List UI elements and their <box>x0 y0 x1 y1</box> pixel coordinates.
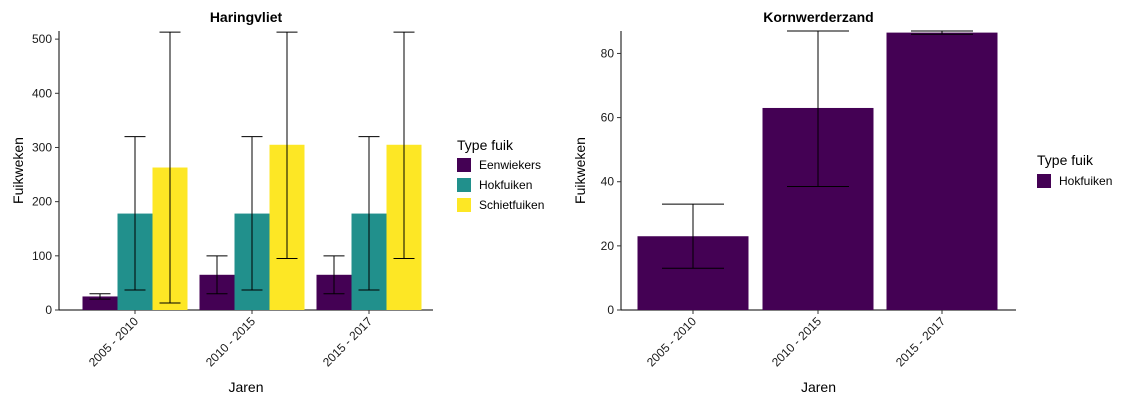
chart-title-0: Haringvliet <box>210 9 283 25</box>
y-axis-title-0: Fuikweken <box>10 137 26 204</box>
y-tick-label: 500 <box>32 32 52 46</box>
y-tick-label: 80 <box>601 46 615 60</box>
y-axis-title-1: Fuikweken <box>572 137 588 204</box>
y-tick-label: 400 <box>32 86 52 100</box>
legend-swatch-hokfuiken <box>457 178 471 192</box>
legend-label-hokfuiken: Hokfuiken <box>479 178 532 192</box>
legend-label-eenwiekers: Eenwiekers <box>479 158 541 172</box>
x-tick-label: 2015 - 2017 <box>320 314 375 369</box>
y-tick-label: 300 <box>32 140 52 154</box>
bar-eenwiekers-0 <box>82 296 118 310</box>
y-tick-label: 100 <box>32 249 52 263</box>
x-tick-label: 2015 - 2017 <box>893 314 948 369</box>
chart-title-1: Kornwerderzand <box>763 9 873 25</box>
y-tick-label: 20 <box>601 239 615 253</box>
x-tick-label: 2010 - 2015 <box>769 314 824 369</box>
bar-hokfuiken-2 <box>886 32 998 310</box>
y-tick-label: 200 <box>32 195 52 209</box>
x-axis-title-1: Jaren <box>801 379 836 395</box>
y-tick-label: 0 <box>607 303 614 317</box>
legend-swatch-schietfuiken <box>457 198 471 212</box>
y-tick-label: 60 <box>601 111 615 125</box>
legend-label-hokfuiken: Hokfuiken <box>1059 174 1112 188</box>
y-tick-label: 0 <box>45 303 52 317</box>
y-tick-label: 40 <box>601 175 615 189</box>
legend-title-0: Type fuik <box>457 137 514 153</box>
x-tick-label: 2005 - 2010 <box>644 314 699 369</box>
legend-swatch-eenwiekers <box>457 158 471 172</box>
legend-title-1: Type fuik <box>1037 152 1094 168</box>
x-axis-title-0: Jaren <box>228 379 263 395</box>
legend-label-schietfuiken: Schietfuiken <box>479 198 544 212</box>
x-tick-label: 2005 - 2010 <box>86 314 141 369</box>
legend-swatch-hokfuiken <box>1037 174 1051 188</box>
x-tick-label: 2010 - 2015 <box>203 314 258 369</box>
